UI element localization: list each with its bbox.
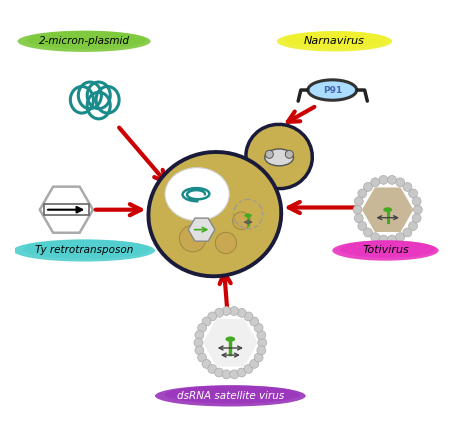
Circle shape: [233, 212, 250, 230]
Ellipse shape: [27, 31, 146, 49]
Circle shape: [179, 225, 206, 252]
Circle shape: [215, 308, 223, 317]
Ellipse shape: [18, 31, 151, 52]
Circle shape: [237, 308, 246, 317]
Circle shape: [237, 368, 246, 377]
Ellipse shape: [308, 80, 356, 100]
FancyBboxPatch shape: [44, 204, 89, 215]
Circle shape: [409, 222, 418, 231]
Circle shape: [265, 150, 273, 158]
Circle shape: [257, 330, 266, 339]
Ellipse shape: [226, 336, 235, 342]
Polygon shape: [40, 187, 93, 233]
Ellipse shape: [340, 240, 436, 258]
Ellipse shape: [285, 31, 389, 49]
Circle shape: [222, 306, 231, 315]
Circle shape: [195, 330, 204, 339]
Circle shape: [250, 359, 259, 368]
Ellipse shape: [332, 240, 438, 260]
Circle shape: [254, 353, 263, 362]
Circle shape: [358, 189, 367, 198]
Circle shape: [413, 205, 422, 214]
Ellipse shape: [155, 385, 306, 406]
Circle shape: [379, 235, 388, 244]
Circle shape: [195, 346, 204, 355]
Circle shape: [412, 214, 421, 223]
Circle shape: [396, 178, 405, 187]
Circle shape: [194, 338, 203, 347]
Circle shape: [379, 175, 388, 184]
Circle shape: [403, 228, 412, 237]
Circle shape: [396, 233, 405, 242]
Circle shape: [198, 353, 207, 362]
Circle shape: [371, 233, 380, 242]
Circle shape: [208, 312, 217, 321]
Polygon shape: [362, 187, 413, 232]
Circle shape: [285, 150, 293, 158]
Ellipse shape: [277, 31, 392, 51]
Circle shape: [355, 214, 363, 223]
Ellipse shape: [244, 214, 252, 218]
Circle shape: [230, 306, 238, 315]
Polygon shape: [188, 218, 215, 241]
Circle shape: [412, 197, 421, 206]
Circle shape: [358, 222, 367, 231]
Circle shape: [371, 178, 380, 187]
Circle shape: [257, 346, 266, 355]
Ellipse shape: [165, 385, 301, 404]
Circle shape: [244, 364, 253, 373]
Text: Ty retrotransposon: Ty retrotransposon: [35, 245, 133, 256]
Circle shape: [254, 323, 263, 332]
Circle shape: [230, 370, 238, 379]
Ellipse shape: [22, 240, 150, 259]
Ellipse shape: [165, 168, 229, 221]
Ellipse shape: [264, 149, 293, 166]
Ellipse shape: [246, 124, 312, 189]
Circle shape: [202, 317, 211, 326]
Text: Narnavirus: Narnavirus: [304, 36, 365, 46]
Ellipse shape: [383, 207, 392, 212]
Circle shape: [364, 182, 373, 191]
Text: dsRNA satellite virus: dsRNA satellite virus: [177, 391, 284, 401]
Ellipse shape: [148, 152, 281, 276]
Text: 2-micron-plasmid: 2-micron-plasmid: [38, 36, 129, 46]
Circle shape: [208, 364, 217, 373]
Circle shape: [202, 359, 211, 368]
Polygon shape: [203, 319, 258, 367]
Circle shape: [215, 368, 223, 377]
Circle shape: [353, 205, 362, 214]
Circle shape: [258, 338, 267, 347]
Circle shape: [388, 235, 396, 244]
Circle shape: [244, 312, 253, 321]
Circle shape: [250, 317, 259, 326]
Circle shape: [215, 232, 237, 254]
Circle shape: [409, 189, 418, 198]
Ellipse shape: [13, 240, 155, 261]
Text: P91: P91: [323, 86, 342, 95]
Text: Totivirus: Totivirus: [362, 245, 409, 256]
Circle shape: [388, 175, 396, 184]
Circle shape: [222, 370, 231, 379]
Circle shape: [198, 323, 207, 332]
Circle shape: [403, 182, 412, 191]
Circle shape: [364, 228, 373, 237]
Circle shape: [355, 197, 363, 206]
